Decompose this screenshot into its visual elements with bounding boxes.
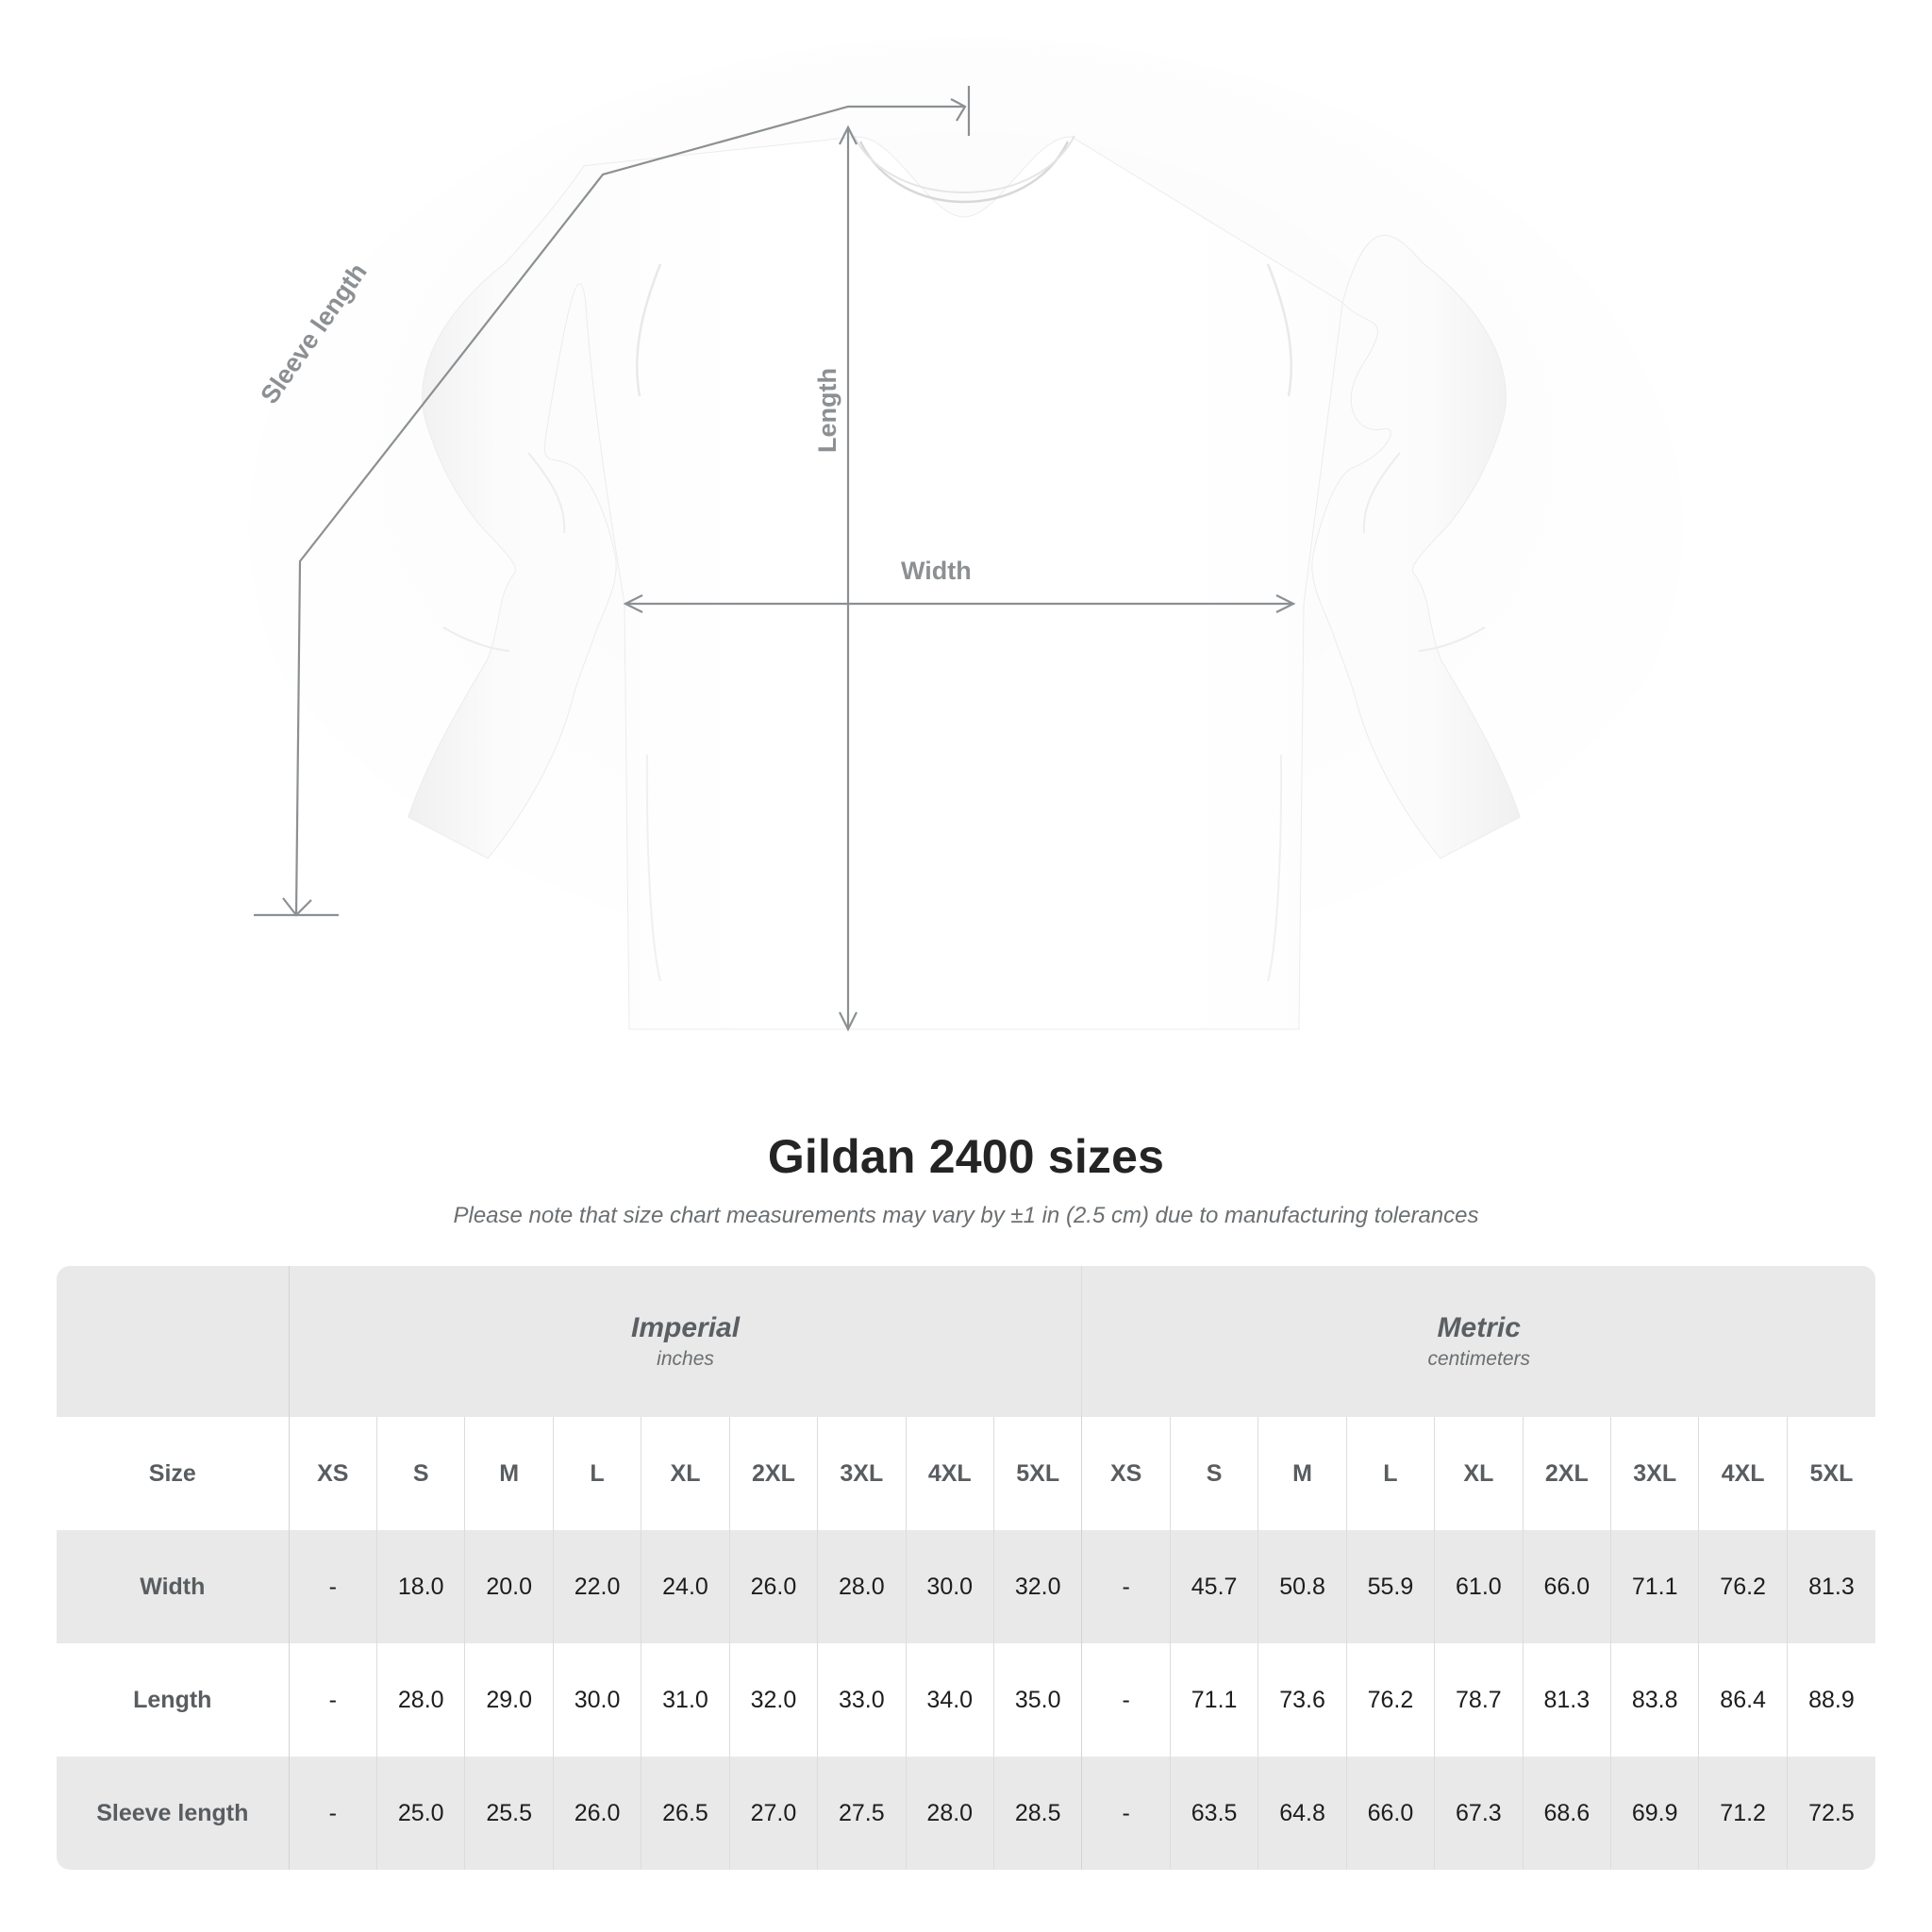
svg-text:Width: Width — [901, 557, 972, 585]
svg-text:Length: Length — [813, 368, 841, 453]
